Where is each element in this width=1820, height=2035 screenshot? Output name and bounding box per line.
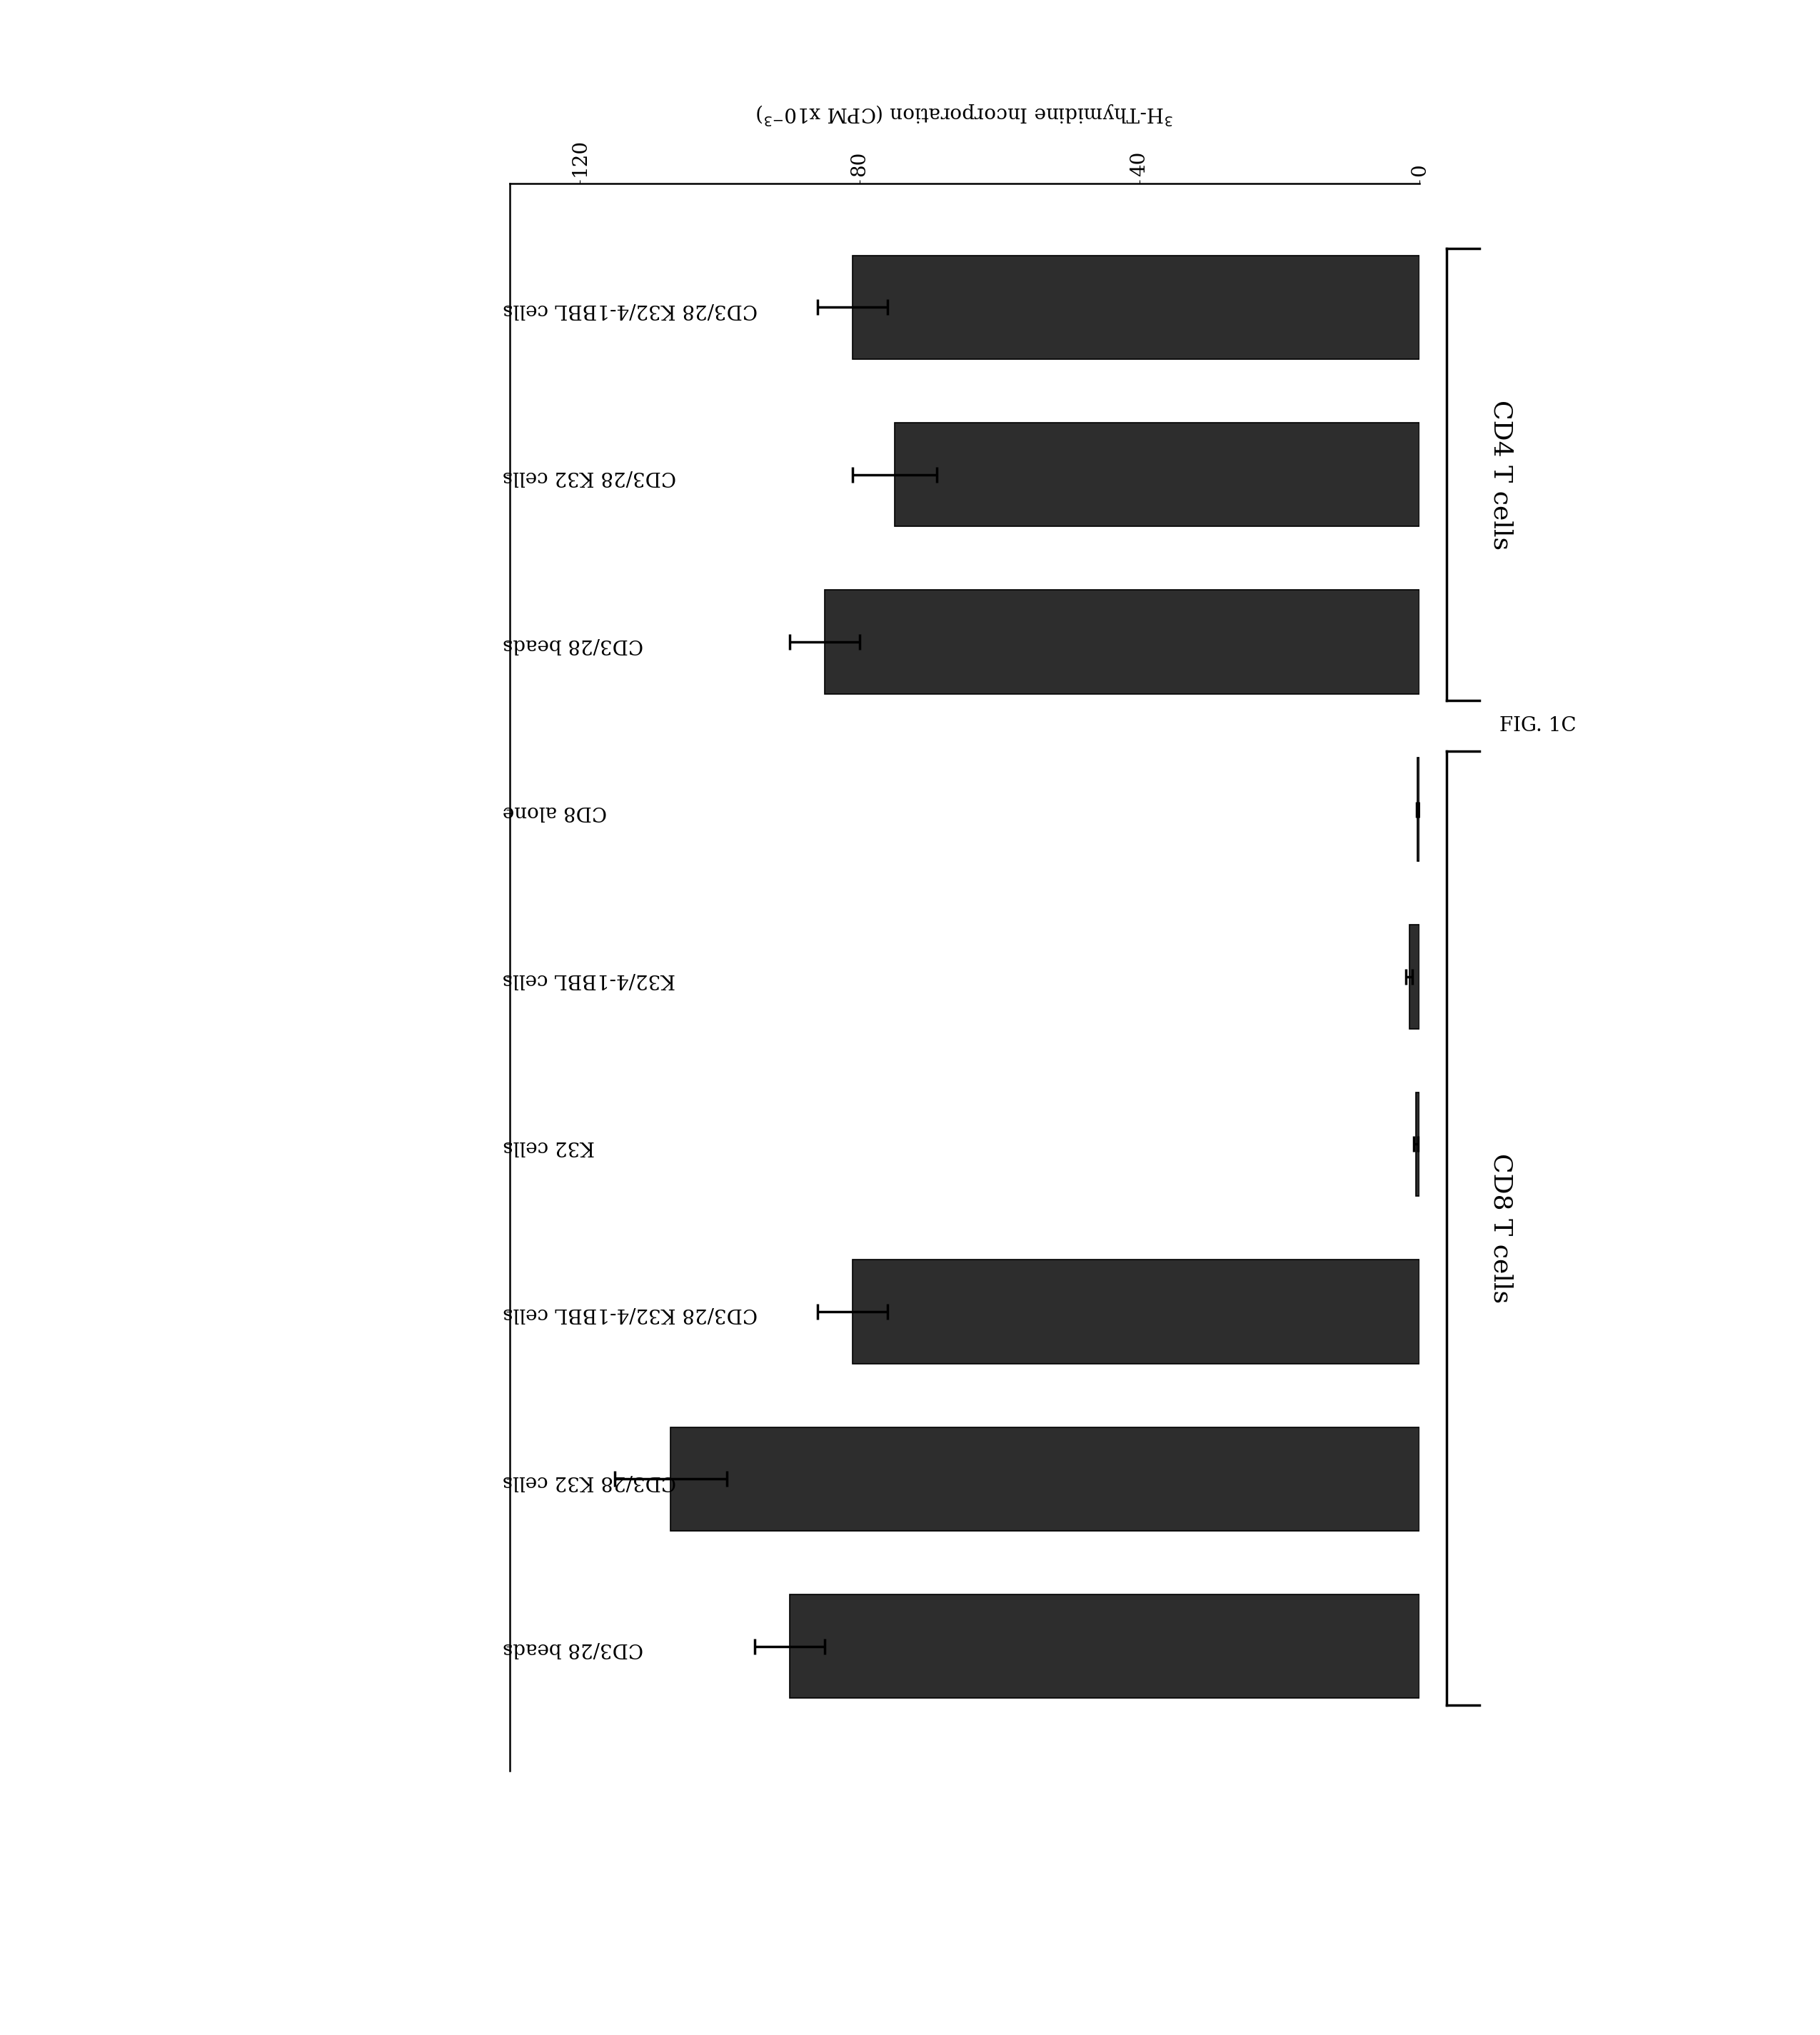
Bar xyxy=(1416,1093,1420,1197)
Bar xyxy=(1409,924,1420,1030)
Text: FIG. 1C: FIG. 1C xyxy=(1500,716,1576,735)
Bar xyxy=(852,1260,1420,1363)
X-axis label: $^3$H-Thymidine Incorporation (CPM x10$^{-3}$): $^3$H-Thymidine Incorporation (CPM x10$^… xyxy=(755,100,1174,126)
Bar xyxy=(824,590,1420,694)
Bar xyxy=(670,1427,1420,1530)
Bar xyxy=(852,254,1420,358)
Bar xyxy=(790,1595,1420,1699)
Text: CD8 T cells: CD8 T cells xyxy=(1489,1154,1514,1302)
Bar xyxy=(895,423,1420,527)
Text: CD4 T cells: CD4 T cells xyxy=(1489,399,1514,549)
Bar xyxy=(1418,757,1420,861)
